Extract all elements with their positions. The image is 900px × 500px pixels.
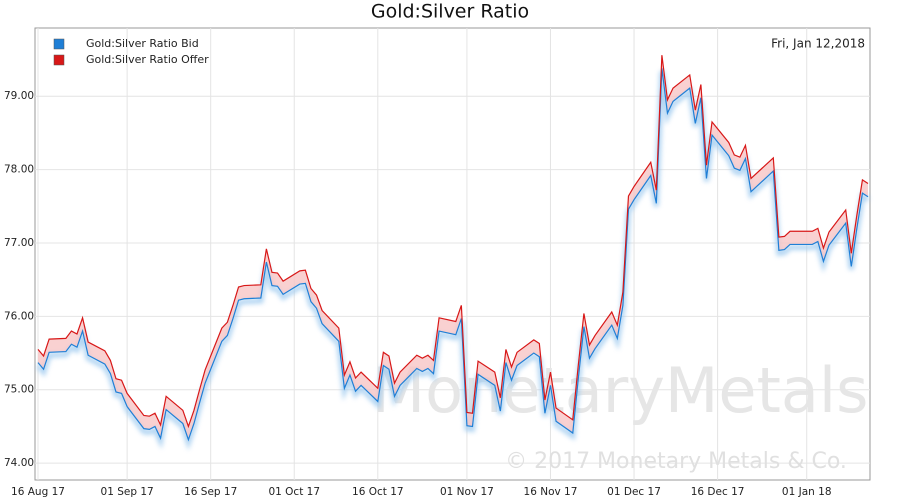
watermark: MonetaryMetals: [372, 354, 869, 427]
copyright: © 2017 Monetary Metals & Co.: [505, 449, 847, 474]
y-tick-label: 77.00: [4, 237, 34, 249]
y-tick-label: 78.00: [4, 164, 34, 176]
y-tick-label: 75.00: [4, 384, 34, 396]
grid: [35, 28, 870, 480]
x-tick-label: 01 Oct 17: [268, 486, 320, 498]
annotation: Fri, Jan 12,2018: [771, 37, 865, 51]
series-line: [37, 55, 869, 429]
y-tick-label: 79.00: [4, 90, 34, 102]
legend-swatch: [53, 54, 65, 66]
x-tick-label: 16 Nov 17: [524, 486, 578, 498]
legend-swatch: [53, 38, 65, 50]
x-tick-label: 16 Sep 17: [184, 486, 237, 498]
x-tick-label: 16 Dec 17: [691, 486, 745, 498]
legend-label: Gold:Silver Ratio Offer: [86, 53, 209, 66]
x-tick-label: 01 Nov 17: [440, 486, 494, 498]
x-tick-label: 16 Aug 17: [11, 486, 65, 498]
x-tick-label: 01 Jan 18: [782, 486, 832, 498]
x-tick-label: 16 Oct 17: [352, 486, 404, 498]
y-tick-label: 74.00: [4, 457, 34, 469]
legend-label: Gold:Silver Ratio Bid: [86, 37, 199, 50]
x-tick-label: 01 Sep 17: [101, 486, 154, 498]
legend: Gold:Silver Ratio Bid Gold:Silver Ratio O…: [53, 37, 209, 66]
plot: [36, 55, 870, 451]
x-tick-label: 01 Dec 17: [607, 486, 661, 498]
chart-title: Gold:Silver Ratio: [371, 1, 529, 23]
y-tick-label: 76.00: [4, 310, 34, 322]
bid-glow: [36, 71, 870, 451]
series-line: [37, 68, 869, 442]
